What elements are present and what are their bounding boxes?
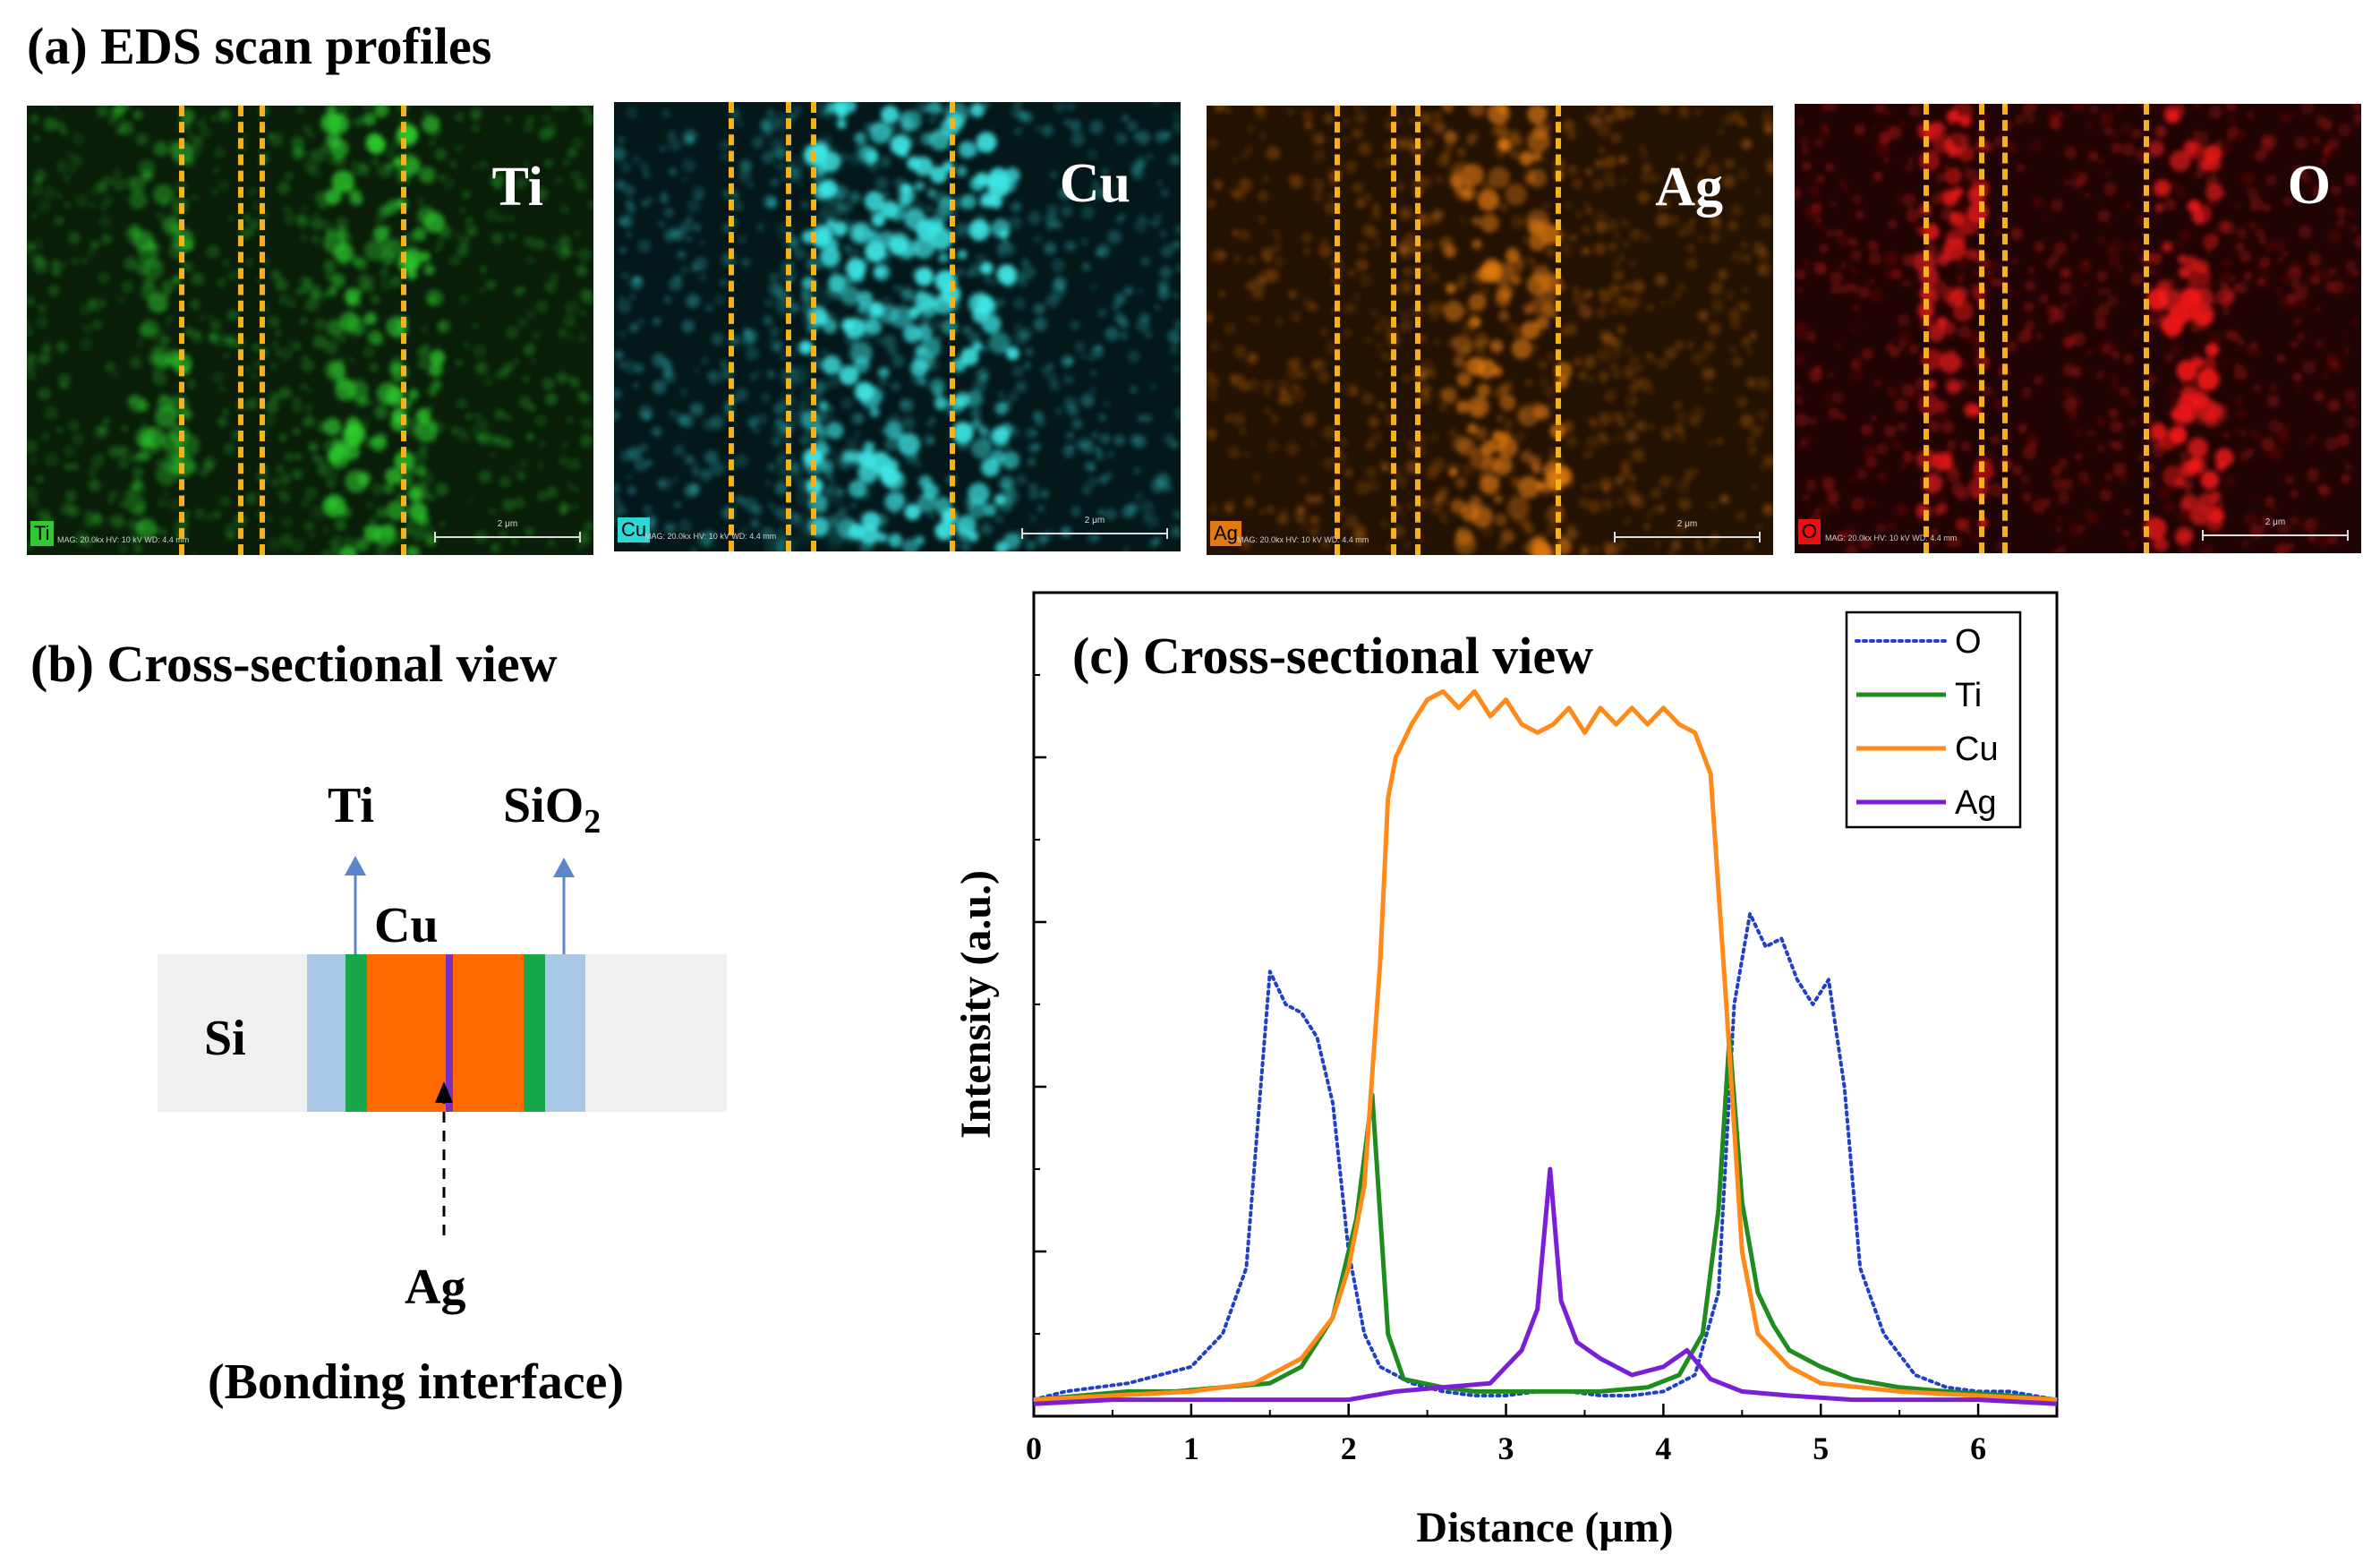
cross-section-diagram	[158, 856, 727, 1235]
scale-bar-label: 2 μm	[497, 519, 518, 529]
eds-map-texture	[1795, 104, 2361, 553]
layer-boundary-dashed-line	[950, 102, 955, 551]
sio2-arrow-head	[553, 858, 575, 877]
sio2-label-text: SiO	[503, 778, 584, 833]
scale-bar: 2 μm	[1614, 519, 1761, 542]
eds-map-texture	[614, 102, 1181, 551]
eds-map-channel-tag: Ti	[30, 521, 54, 546]
eds-map-channel-tag: Cu	[618, 517, 651, 542]
legend-label-cu: Cu	[1955, 730, 1999, 768]
panel-b-title: (b) Cross-sectional view	[30, 635, 558, 693]
layer-boundary-dashed-line	[729, 102, 734, 551]
layer-boundary-dashed-line	[811, 102, 816, 551]
eds-map-metadata: MAG: 20.0kx HV: 10 kV WD: 4.4 mm	[1237, 535, 1369, 544]
x-tick-label: 5	[1813, 1431, 1829, 1466]
series-line-cu	[1033, 688, 2058, 1403]
layer-boundary-dashed-line	[1979, 104, 1984, 553]
eds-map-channel-tag: O	[1798, 519, 1821, 544]
layer-boundary-dashed-line	[179, 106, 184, 555]
eds-map-element-label: Ti	[491, 157, 543, 218]
eds-map-texture	[1207, 106, 1773, 555]
legend-label-ag: Ag	[1955, 784, 1996, 822]
sio2-label-subscript: 2	[584, 803, 601, 841]
scale-bar-label: 2 μm	[2265, 517, 2286, 527]
legend-label-o: O	[1955, 623, 1982, 661]
layer-boundary-dashed-line	[1924, 104, 1929, 553]
ag-label: Ag	[405, 1260, 466, 1315]
ti-label: Ti	[328, 778, 374, 833]
ti-layer-right	[524, 954, 545, 1112]
eds-map-metadata: MAG: 20.0kx HV: 10 kV WD: 4.4 mm	[1825, 534, 1958, 542]
ti-layer-left	[345, 954, 367, 1112]
chart-legend: O Ti Cu Ag	[1845, 611, 2022, 829]
cu-label: Cu	[374, 898, 439, 953]
layer-boundary-dashed-line	[1556, 106, 1561, 555]
eds-map-element-label: Ag	[1655, 157, 1723, 218]
legend-box	[1845, 611, 2022, 829]
eds-map-metadata: MAG: 20.0kx HV: 10 kV WD: 4.4 mm	[57, 535, 190, 544]
series-line-ag	[1033, 1166, 2058, 1406]
layer-boundary-dashed-line	[238, 106, 243, 555]
layer-boundary-dashed-line	[1415, 106, 1420, 555]
series-lines	[1032, 688, 2059, 1406]
series-line-ti	[1033, 1035, 2058, 1403]
eds-map-texture	[27, 106, 593, 555]
intensity-line-chart: (c) Cross-sectional view 0 1 2 3 4 5 6 Distanc…	[952, 591, 2059, 1551]
panel-a-title: (a) EDS scan profiles	[27, 17, 492, 75]
eds-map-ti: Ti Ti MAG: 20.0kx HV: 10 kV WD: 4.4 mm 2 μm	[27, 106, 593, 555]
sio2-layer-right	[544, 954, 585, 1112]
x-tick-label: 0	[1026, 1431, 1042, 1466]
bonding-interface-label: (Bonding interface)	[208, 1354, 625, 1410]
scale-bar: 2 μm	[434, 519, 581, 542]
y-axis-ticks	[1034, 674, 1046, 1335]
x-tick-label: 6	[1970, 1431, 1986, 1466]
layer-boundary-dashed-line	[401, 106, 406, 555]
eds-map-element-label: Cu	[1059, 153, 1130, 214]
sio2-label: SiO2	[503, 777, 601, 841]
x-tick-label: 2	[1341, 1431, 1357, 1466]
eds-map-ag: Ag Ag MAG: 20.0kx HV: 10 kV WD: 4.4 mm 2 μm	[1207, 106, 1773, 555]
x-axis-label: Distance (μm)	[1416, 1504, 1673, 1551]
eds-map-o: O O MAG: 20.0kx HV: 10 kV WD: 4.4 mm 2 μm	[1795, 104, 2361, 553]
eds-map-channel-tag: Ag	[1210, 521, 1241, 546]
scale-bar-label: 2 μm	[1084, 516, 1105, 525]
scale-bar: 2 μm	[2202, 517, 2349, 541]
y-axis-label: Intensity (a.u.)	[952, 870, 1000, 1139]
layer-boundary-dashed-line	[2002, 104, 2008, 553]
x-tick-label: 1	[1183, 1431, 1199, 1466]
chart-title: (c) Cross-sectional view	[1072, 627, 1593, 685]
ag-pointer-head	[435, 1081, 453, 1103]
eds-map-cu: Cu Cu MAG: 20.0kx HV: 10 kV WD: 4.4 mm 2 μm	[614, 102, 1181, 551]
legend-label-ti: Ti	[1955, 677, 1982, 714]
x-tick-label: 3	[1498, 1431, 1514, 1466]
x-axis-ticks: 0 1 2 3 4 5 6	[1026, 1404, 1986, 1466]
layer-boundary-dashed-line	[260, 106, 265, 555]
layer-boundary-dashed-line	[2144, 104, 2149, 553]
layer-boundary-dashed-line	[786, 102, 791, 551]
scale-bar: 2 μm	[1021, 516, 1168, 539]
x-tick-label: 4	[1655, 1431, 1671, 1466]
si-label: Si	[204, 1011, 246, 1066]
scale-bar-label: 2 μm	[1676, 519, 1698, 529]
eds-map-element-label: O	[2287, 155, 2331, 216]
ag-bonding-interface	[446, 954, 453, 1112]
ti-arrow-head	[345, 856, 366, 875]
layer-boundary-dashed-line	[1391, 106, 1396, 555]
layer-boundary-dashed-line	[1335, 106, 1340, 555]
eds-map-metadata: MAG: 20.0kx HV: 10 kV WD: 4.4 mm	[644, 532, 777, 541]
